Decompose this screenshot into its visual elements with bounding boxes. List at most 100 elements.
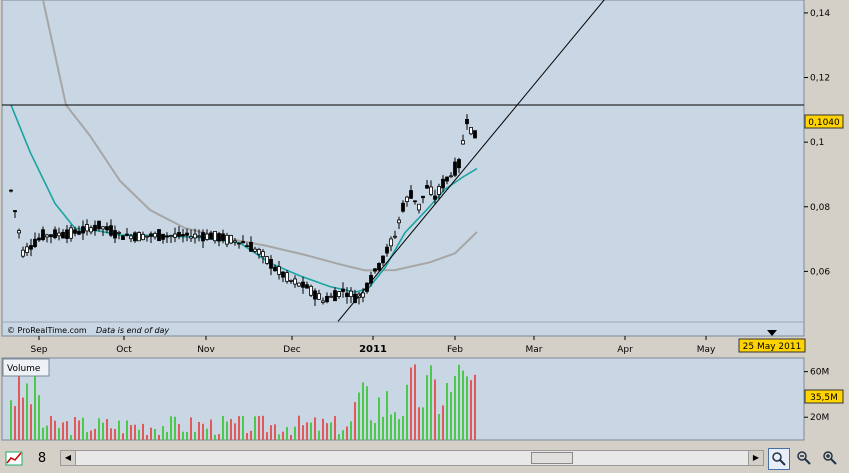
- volume-bar: [254, 416, 256, 440]
- volume-bar: [430, 365, 432, 440]
- candle-body: [329, 295, 333, 298]
- zoom-in-icon[interactable]: [820, 448, 840, 468]
- volume-bar: [130, 425, 132, 440]
- candle-body: [313, 290, 317, 300]
- volume-bar: [170, 416, 172, 440]
- candle-body: [17, 230, 21, 234]
- scroll-left-icon[interactable]: ◀: [61, 451, 76, 465]
- candle-body: [93, 224, 97, 231]
- scroll-right-icon[interactable]: ▶: [748, 451, 763, 465]
- volume-bar: [122, 433, 124, 440]
- candle-body: [365, 282, 369, 292]
- candle-body: [253, 248, 257, 252]
- volume-bar: [146, 434, 148, 440]
- volume-bar: [186, 431, 188, 440]
- volume-bar: [142, 423, 144, 440]
- volume-bar: [426, 375, 428, 440]
- candle-body: [461, 140, 465, 145]
- candle-body: [465, 118, 469, 125]
- date-tick-label: Nov: [197, 345, 215, 355]
- date-tick-label: 2011: [359, 344, 387, 355]
- volume-bar: [298, 415, 300, 440]
- volume-label-box: [2, 358, 50, 377]
- volume-bar: [222, 416, 224, 440]
- volume-bar: [274, 424, 276, 440]
- eight-icon[interactable]: 8: [37, 450, 47, 466]
- volume-bar: [450, 392, 452, 440]
- candle-body: [305, 284, 309, 289]
- candle-body: [53, 229, 57, 238]
- date-tick-label: Mar: [526, 345, 543, 355]
- volume-bar: [82, 417, 84, 440]
- volume-label: Volume: [7, 364, 41, 374]
- volume-bar: [314, 417, 316, 440]
- volume-bar: [418, 407, 420, 440]
- volume-tick-label: 60M: [810, 368, 829, 378]
- candle-body: [445, 176, 449, 182]
- volume-bar: [290, 434, 292, 440]
- volume-bar: [402, 416, 404, 440]
- volume-bar: [286, 427, 288, 440]
- volume-bar: [66, 421, 68, 440]
- zoom-fit-icon[interactable]: [768, 448, 790, 470]
- candle-body: [109, 225, 113, 236]
- candle-body: [321, 300, 325, 303]
- volume-bar: [138, 429, 140, 440]
- volume-bar: [374, 423, 376, 440]
- scroll-thumb[interactable]: [531, 452, 573, 464]
- candle-body: [141, 234, 145, 241]
- candle-body: [205, 233, 209, 240]
- current-price-label: 0,1040: [808, 118, 840, 128]
- candle-body: [117, 232, 121, 234]
- volume-bar: [22, 397, 24, 440]
- volume-bar: [90, 430, 92, 440]
- volume-bar: [246, 433, 248, 440]
- volume-bar: [118, 420, 120, 440]
- candle-body: [85, 224, 89, 232]
- candle-body: [421, 195, 425, 199]
- zoom-out-icon[interactable]: [794, 448, 814, 468]
- volume-bar: [86, 432, 88, 440]
- candle-body: [373, 268, 377, 272]
- candle-body: [213, 231, 217, 242]
- candle-body: [325, 295, 329, 303]
- date-tick-label: Dec: [283, 345, 300, 355]
- volume-bar: [466, 376, 468, 440]
- volume-bar: [34, 367, 36, 440]
- volume-bar: [306, 422, 308, 440]
- volume-bar: [326, 423, 328, 440]
- candle-body: [121, 235, 125, 240]
- candle-body: [25, 246, 29, 253]
- price-tick-label: 0,12: [810, 74, 830, 84]
- volume-bar: [294, 426, 296, 440]
- volume-bar: [390, 414, 392, 440]
- volume-tick-label: 20M: [810, 413, 829, 423]
- volume-bar: [198, 422, 200, 440]
- volume-bar: [474, 374, 476, 440]
- chart-tools-icon[interactable]: [4, 448, 24, 468]
- volume-bar: [234, 423, 236, 440]
- volume-current-label: 35,5M: [810, 393, 838, 403]
- volume-bar: [386, 391, 388, 440]
- volume-bar: [458, 364, 460, 440]
- volume-bar: [302, 425, 304, 440]
- candle-body: [229, 235, 233, 244]
- horizontal-scrollbar[interactable]: ◀ ▶: [60, 450, 764, 466]
- volume-bar: [370, 420, 372, 440]
- stock-chart: 0,14 0,12 0,1 0,08 0,06 © ProRealTime.com Da…: [1, 0, 844, 441]
- candle-body: [341, 288, 345, 292]
- price-tick-label: 0,1: [810, 138, 824, 148]
- current-date-badge: [738, 338, 806, 353]
- volume-bar: [350, 421, 352, 440]
- candle-body: [277, 266, 281, 275]
- volume-bar: [410, 367, 412, 440]
- candle-body: [317, 293, 321, 300]
- volume-bar: [358, 392, 360, 440]
- volume-bar: [258, 416, 260, 440]
- slow-moving-average-line: [42, 0, 478, 272]
- candle-body: [269, 258, 273, 269]
- volume-bar: [414, 364, 416, 440]
- candle-body: [257, 248, 261, 255]
- volume-bar: [166, 431, 168, 440]
- volume-bar: [110, 428, 112, 440]
